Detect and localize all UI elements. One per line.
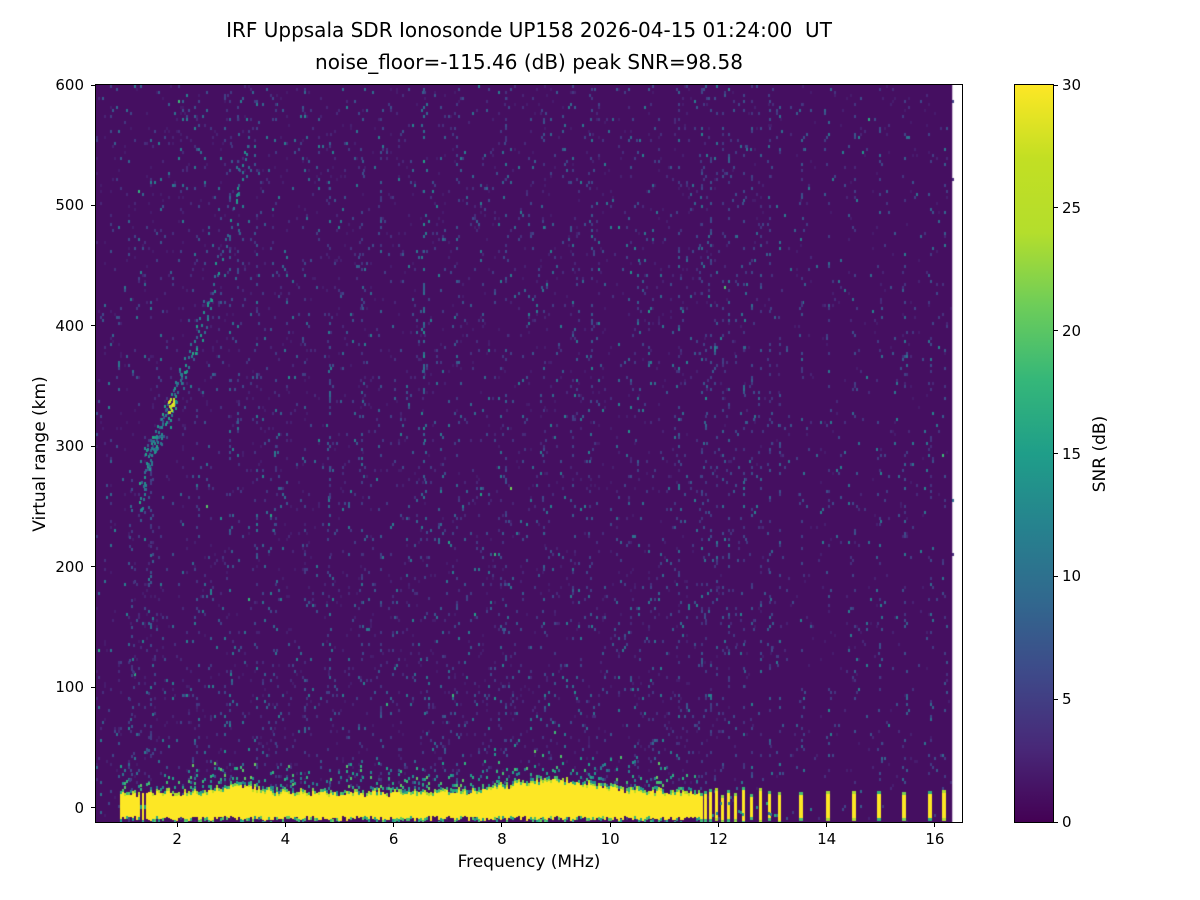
x-tick-label: 4 — [280, 830, 291, 848]
y-tick-mark — [91, 325, 95, 327]
y-tick-mark — [91, 686, 95, 688]
colorbar-tick-label: 0 — [1062, 813, 1072, 831]
y-tick-mark — [91, 445, 95, 447]
ionogram-heatmap-canvas — [96, 85, 962, 822]
x-tick-label: 6 — [388, 830, 399, 848]
x-axis-label: Frequency (MHz) — [457, 852, 601, 872]
x-tick-label: 14 — [817, 830, 837, 848]
y-tick-mark — [91, 566, 95, 568]
y-tick-mark — [91, 807, 95, 809]
x-tick-mark — [826, 823, 828, 827]
colorbar-tick-mark — [1054, 330, 1058, 332]
x-tick-mark — [284, 823, 286, 827]
x-tick-mark — [501, 823, 503, 827]
colorbar-tick-mark — [1054, 453, 1058, 454]
x-tick-label: 10 — [600, 830, 620, 848]
colorbar-tick-label: 20 — [1062, 321, 1082, 340]
y-tick-label: 300 — [55, 437, 84, 456]
y-tick-mark — [91, 84, 95, 86]
chart-subtitle: noise_floor=-115.46 (dB) peak SNR=98.58 — [315, 50, 743, 74]
colorbar-tick-mark — [1054, 821, 1058, 823]
y-tick-label: 500 — [55, 196, 84, 215]
colorbar-tick-mark — [1054, 84, 1058, 86]
colorbar — [1014, 84, 1054, 823]
colorbar-tick-label: 5 — [1062, 690, 1072, 709]
y-tick-label: 400 — [55, 316, 84, 335]
x-tick-mark — [934, 823, 936, 827]
colorbar-tick-label: 30 — [1062, 76, 1082, 94]
colorbar-tick-mark — [1054, 575, 1058, 577]
x-tick-label: 2 — [172, 830, 182, 848]
colorbar-tick-label: 10 — [1062, 567, 1082, 586]
colorbar-tick-label: 15 — [1062, 444, 1082, 463]
plot-area — [95, 84, 963, 823]
y-tick-label: 600 — [55, 76, 84, 94]
colorbar-label: SNR (dB) — [1090, 415, 1110, 493]
x-tick-label: 8 — [497, 830, 507, 848]
x-tick-mark — [717, 823, 719, 827]
y-tick-label: 200 — [55, 557, 84, 576]
chart-title: IRF Uppsala SDR Ionosonde UP158 2026-04-… — [226, 18, 832, 42]
y-axis-label: Virtual range (km) — [30, 376, 50, 532]
colorbar-tick-label: 25 — [1062, 198, 1082, 217]
colorbar-tick-mark — [1054, 698, 1058, 700]
y-tick-mark — [91, 204, 95, 206]
y-tick-label: 100 — [55, 678, 84, 697]
colorbar-tick-mark — [1054, 207, 1058, 209]
x-tick-mark — [176, 823, 178, 827]
x-tick-mark — [609, 823, 611, 827]
x-tick-mark — [393, 823, 395, 827]
y-tick-label: 0 — [74, 798, 84, 817]
x-tick-label: 12 — [708, 830, 728, 848]
x-tick-label: 16 — [925, 830, 945, 848]
